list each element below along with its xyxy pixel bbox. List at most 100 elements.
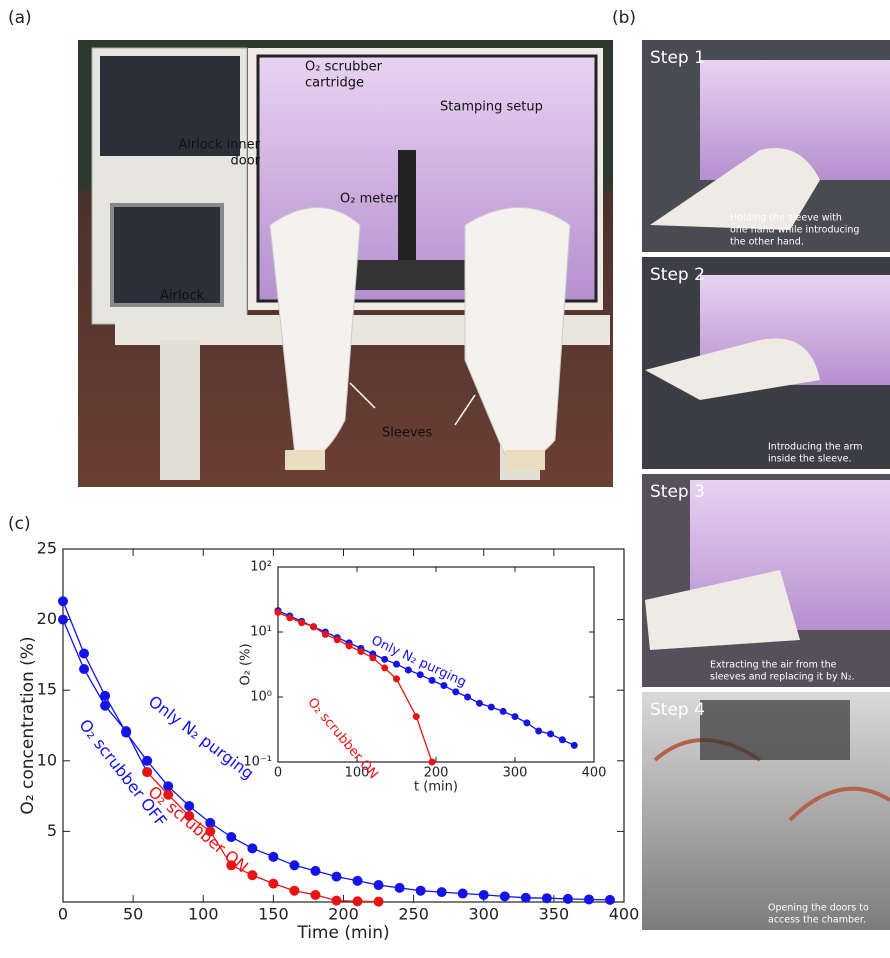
y-axis-label: O₂ (%) [239, 643, 254, 685]
step-caption: Extracting the air from the [710, 660, 837, 671]
data-point [429, 677, 436, 684]
data-point [381, 664, 388, 671]
x-tick-label: 50 [123, 905, 143, 924]
data-point [563, 894, 573, 904]
data-point [571, 742, 578, 749]
data-point [476, 700, 483, 707]
data-point [605, 895, 615, 905]
x-tick-label: 350 [539, 905, 570, 924]
x-tick-label: 200 [424, 766, 449, 781]
step-caption: sleeves and replacing it by N₂. [710, 672, 855, 683]
data-point [289, 886, 299, 896]
x-tick-label: 200 [328, 905, 359, 924]
x-axis-label: Time (min) [296, 923, 389, 943]
y-tick-label: 10¹ [250, 625, 272, 640]
data-point [437, 887, 447, 897]
step-caption: Opening the doors to [768, 903, 869, 914]
figure: (a)(b)(c)O₂ scrubbercartridgeStamping se… [0, 0, 890, 958]
data-point [142, 767, 152, 777]
data-point [100, 701, 110, 711]
photo-annotation: Sleeves [382, 426, 433, 441]
data-point [393, 675, 400, 682]
x-tick-label: 0 [58, 905, 68, 924]
y-tick-label: 5 [47, 821, 57, 840]
data-point [393, 661, 400, 668]
x-tick-label: 400 [609, 905, 640, 924]
data-point [268, 852, 278, 862]
panel-label: (b) [612, 8, 636, 28]
data-point [500, 891, 510, 901]
step-label: Step 3 [650, 482, 705, 502]
data-point [247, 870, 257, 880]
x-tick-label: 300 [468, 905, 499, 924]
step-label: Step 2 [650, 265, 705, 285]
data-point [429, 759, 436, 766]
x-tick-label: 300 [503, 766, 528, 781]
data-point [331, 896, 341, 906]
step-caption: inside the sleeve. [768, 454, 852, 465]
data-point [413, 713, 420, 720]
panel-label: (c) [8, 514, 31, 534]
data-point [488, 704, 495, 711]
step-caption: the other hand. [730, 237, 804, 248]
data-point [346, 642, 353, 649]
photo-annotation: Airlock inner [178, 138, 260, 153]
data-point [275, 609, 282, 616]
data-point [479, 890, 489, 900]
photo-annotation: O₂ scrubber [305, 60, 383, 75]
data-point [374, 897, 384, 907]
data-point [268, 879, 278, 889]
step-label: Step 1 [650, 48, 705, 68]
data-point [79, 648, 89, 658]
data-point [310, 866, 320, 876]
data-point [405, 667, 412, 674]
data-point [381, 656, 388, 663]
step-caption: one hand while introducing [730, 225, 859, 236]
y-tick-label: 10² [250, 560, 272, 575]
data-point [535, 727, 542, 734]
data-point [331, 872, 341, 882]
data-point [58, 615, 68, 625]
photo-annotation: door [230, 154, 260, 169]
photo-annotation: Airlock [160, 289, 205, 304]
x-tick-label: 250 [398, 905, 429, 924]
y-tick-label: 20 [37, 609, 57, 628]
data-point [547, 730, 554, 737]
data-point [440, 682, 447, 689]
y-tick-label: 10 [37, 750, 57, 769]
data-point [500, 708, 507, 715]
data-point [357, 648, 364, 655]
y-tick-label: 25 [37, 539, 57, 558]
x-tick-label: 100 [188, 905, 219, 924]
data-point [322, 631, 329, 638]
data-point [298, 619, 305, 626]
y-tick-label: 15 [37, 680, 57, 699]
data-point [353, 876, 363, 886]
data-point [523, 719, 530, 726]
data-point [452, 688, 459, 695]
x-axis-label: t (min) [414, 780, 458, 795]
x-tick-label: 0 [274, 766, 282, 781]
data-point [121, 726, 131, 736]
data-point [353, 896, 363, 906]
data-point [542, 893, 552, 903]
data-point [395, 883, 405, 893]
panel-label: (a) [8, 8, 32, 28]
data-point [584, 894, 594, 904]
data-point [58, 596, 68, 606]
step-caption: Introducing the arm [768, 442, 862, 453]
data-point [369, 654, 376, 661]
data-point [286, 614, 293, 621]
data-point [464, 694, 471, 701]
x-tick-label: 400 [582, 766, 607, 781]
data-point [416, 886, 426, 896]
data-point [521, 893, 531, 903]
y-axis-label: O₂ concentration (%) [18, 636, 38, 814]
data-point [310, 890, 320, 900]
data-point [374, 880, 384, 890]
step-caption: Holding the sleeve with [730, 213, 842, 224]
y-tick-label: 10⁻¹ [243, 755, 272, 770]
data-point [512, 713, 519, 720]
data-point [559, 736, 566, 743]
